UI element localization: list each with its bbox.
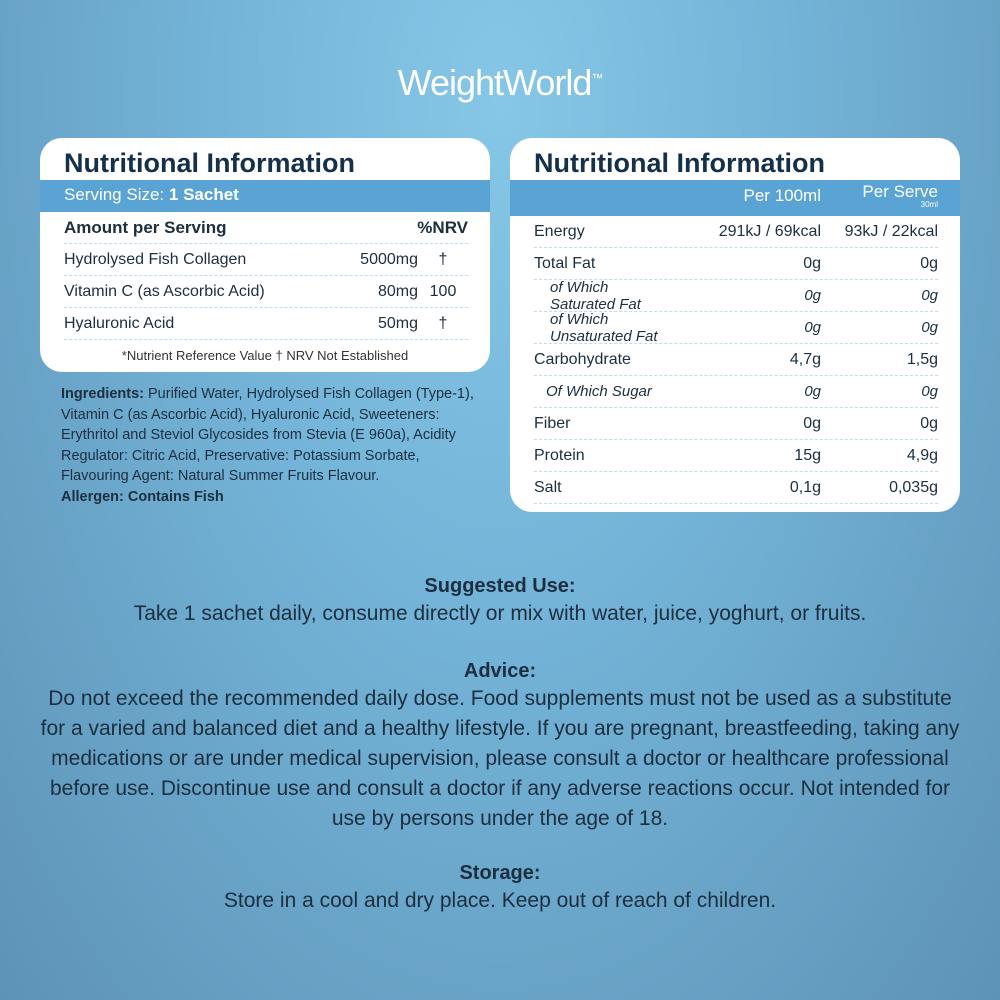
trademark: ™ bbox=[591, 71, 603, 85]
serving-value: 1 Sachet bbox=[168, 185, 239, 204]
serve-size: 30ml bbox=[920, 200, 938, 209]
nutrient-name: Vitamin C (as Ascorbic Acid) bbox=[64, 282, 265, 300]
section-title: Advice: bbox=[463, 660, 537, 682]
per-100ml-value: 291kJ / 69kcal bbox=[718, 222, 821, 240]
per-100ml-value: 4,7g bbox=[789, 350, 821, 368]
per-serve-value: 93kJ / 22kcal bbox=[844, 222, 938, 240]
nutrient-amount: 5000mg bbox=[360, 250, 418, 268]
nutrition-row: Total Fat 0g 0g bbox=[534, 248, 938, 280]
footnote: *Nutrient Reference Value † NRV Not Esta… bbox=[121, 348, 409, 363]
suggested-use: Suggested Use: Take 1 sachet daily, consu… bbox=[0, 573, 1000, 629]
section-text: Store in a cool and dry place. Keep out … bbox=[223, 889, 777, 912]
supplement-facts-card: Nutritional Information Serving Size: 1 … bbox=[40, 138, 490, 372]
ingredients: Ingredients: Purified Water, Hydrolysed … bbox=[61, 384, 491, 507]
nutrition-row: Of Which Sugar 0g 0g bbox=[534, 376, 938, 408]
amount-header: Amount per Serving bbox=[64, 217, 227, 237]
nutrient-name: Salt bbox=[534, 478, 562, 496]
per-serve-value: 0g bbox=[921, 383, 938, 400]
nutrient-name: Hydrolysed Fish Collagen bbox=[64, 250, 247, 268]
nutrient-name: Carbohydrate bbox=[534, 350, 631, 368]
serving-label: Serving Size: bbox=[64, 185, 165, 204]
brand-name: WeightWorld bbox=[397, 62, 593, 103]
card-title: Nutritional Information bbox=[534, 148, 825, 178]
column-headers: Per 100ml Per Serve 30ml bbox=[510, 180, 960, 216]
nutrient-name: Of Which Sugar bbox=[546, 383, 652, 400]
per-100ml-value: 0g bbox=[804, 383, 821, 400]
nutrient-nrv: † bbox=[438, 314, 448, 332]
nutrient-nrv: † bbox=[438, 250, 448, 268]
nrv-header: %NRV bbox=[417, 217, 468, 237]
brand-logo: WeightWorld™ bbox=[0, 62, 1000, 104]
col-per-100ml: Per 100ml bbox=[743, 186, 821, 205]
per-serve-value: 0g bbox=[920, 254, 938, 272]
per-serve-value: 0,035g bbox=[889, 478, 938, 496]
nutrition-row: Fiber 0g 0g bbox=[534, 408, 938, 440]
card-title: Nutritional Information bbox=[64, 148, 355, 178]
nutrition-table-card: Nutritional Information Per 100ml Per Se… bbox=[510, 138, 960, 512]
per-serve-value: 4,9g bbox=[906, 446, 938, 464]
nutrient-name: of Which Saturated Fat bbox=[550, 278, 641, 313]
nutrient-row: Hydrolysed Fish Collagen 5000mg † bbox=[64, 244, 468, 276]
nutrition-row: of Which Unsaturated Fat 0g 0g bbox=[534, 310, 938, 345]
per-serve-value: 0g bbox=[921, 319, 938, 336]
nutrient-name: Fiber bbox=[534, 414, 571, 432]
section-text: Take 1 sachet daily, consume directly or… bbox=[133, 602, 867, 625]
nutrient-nrv: 100 bbox=[429, 282, 457, 300]
nutrition-row: Energy 291kJ / 69kcal 93kJ / 22kcal bbox=[534, 216, 938, 248]
serving-size: Serving Size: 1 Sachet bbox=[40, 180, 490, 212]
nutrient-amount: 80mg bbox=[377, 282, 418, 300]
allergen: Allergen: Contains Fish bbox=[61, 488, 224, 505]
section-text: Do not exceed the recommended daily dose… bbox=[40, 687, 960, 830]
per-serve-value: 0g bbox=[920, 414, 938, 432]
nutrient-row: Vitamin C (as Ascorbic Acid) 80mg 100 bbox=[64, 276, 468, 308]
header-row: Amount per Serving %NRV bbox=[64, 212, 468, 244]
per-100ml-value: 0g bbox=[804, 287, 821, 304]
nutrition-row: of Which Saturated Fat 0g 0g bbox=[534, 278, 938, 313]
nutrient-name: Total Fat bbox=[534, 254, 596, 272]
section-title: Storage: bbox=[459, 862, 541, 884]
nutrient-name: Hyaluronic Acid bbox=[64, 314, 175, 332]
ingredients-label: Ingredients: bbox=[61, 386, 144, 402]
per-serve-value: 1,5g bbox=[906, 350, 938, 368]
nutrient-row: Hyaluronic Acid 50mg † bbox=[64, 308, 468, 340]
advice: Advice: Do not exceed the recommended dai… bbox=[0, 658, 1000, 834]
storage: Storage: Store in a cool and dry place. K… bbox=[0, 860, 1000, 916]
per-100ml-value: 0g bbox=[804, 319, 821, 336]
section-title: Suggested Use: bbox=[424, 575, 576, 597]
nutrition-row: Carbohydrate 4,7g 1,5g bbox=[534, 344, 938, 376]
nutrient-name: Energy bbox=[534, 222, 585, 240]
ingredients-text: Purified Water, Hydrolysed Fish Collagen… bbox=[61, 386, 474, 484]
per-100ml-value: 0g bbox=[803, 254, 821, 272]
per-serve-value: 0g bbox=[921, 287, 938, 304]
per-100ml-value: 0,1g bbox=[789, 478, 821, 496]
nutrition-row: Protein 15g 4,9g bbox=[534, 440, 938, 472]
nutrition-row: Salt 0,1g 0,035g bbox=[534, 472, 938, 504]
nutrient-amount: 50mg bbox=[377, 314, 418, 332]
per-100ml-value: 0g bbox=[803, 414, 821, 432]
per-100ml-value: 15g bbox=[794, 446, 821, 464]
nutrient-name: Protein bbox=[534, 446, 585, 464]
nutrient-name: of Which Unsaturated Fat bbox=[550, 310, 658, 345]
col-per-serve: Per Serve bbox=[862, 182, 938, 201]
